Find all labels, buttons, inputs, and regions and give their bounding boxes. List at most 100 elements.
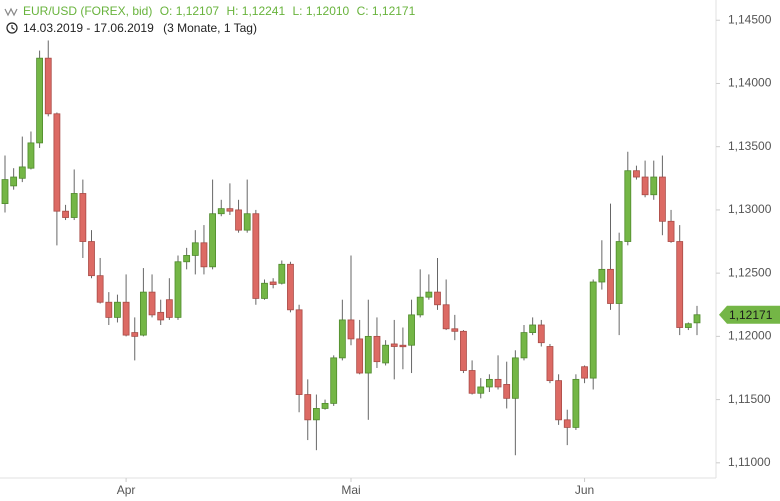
last-price-label: 1,12171 <box>729 308 773 322</box>
candle-body <box>53 113 61 212</box>
candle-body <box>304 394 312 421</box>
candle-body <box>330 357 338 404</box>
candle-body <box>269 281 277 285</box>
x-tick-label: Jun <box>575 483 594 497</box>
candle-body <box>598 268 606 283</box>
candle-body <box>425 291 433 298</box>
clock-hands <box>11 25 15 30</box>
candle-body <box>676 241 684 328</box>
candle-body <box>287 263 294 311</box>
candle-body <box>356 338 364 374</box>
candle-body <box>537 324 545 344</box>
candle-body <box>139 291 147 336</box>
candle-body <box>607 268 614 304</box>
candle-body <box>468 370 476 394</box>
candle-body <box>114 301 121 318</box>
candle-body <box>460 330 467 371</box>
candle-body <box>494 378 502 388</box>
ohlc-label: O: 1,12107 <box>160 4 220 18</box>
candle-body <box>243 213 251 231</box>
y-tick-label: 1,14500 <box>728 12 772 26</box>
candle-body <box>252 213 260 299</box>
candle-body <box>10 176 18 187</box>
candle-body <box>79 193 87 242</box>
candle-body <box>217 208 225 215</box>
candle-body <box>338 319 346 359</box>
candle-body <box>650 176 658 196</box>
candle-body <box>503 384 511 399</box>
candle-body <box>659 176 666 222</box>
candle-body <box>693 314 701 324</box>
x-tick-label: Mai <box>341 483 360 497</box>
candle-body <box>321 402 329 409</box>
candle-body <box>131 332 139 337</box>
last-price-tag <box>719 305 780 324</box>
candle-body <box>165 299 173 318</box>
candle-body <box>27 142 35 169</box>
candle-body <box>364 335 372 374</box>
candle-body <box>572 378 580 428</box>
y-tick-label: 1,12500 <box>728 265 772 279</box>
y-tick-label: 1,13000 <box>728 202 772 216</box>
candle-body <box>624 170 632 242</box>
period: (3 Monate, 1 Tag) <box>163 21 257 35</box>
candle-body <box>183 255 191 263</box>
candle-body <box>529 324 537 333</box>
header: EUR/USD (FOREX, bid) O: 1,12107 H: 1,122… <box>23 4 416 18</box>
candle-body <box>563 419 571 428</box>
candle-body <box>96 275 104 303</box>
candle-body <box>347 319 355 340</box>
y-tick-label: 1,12000 <box>728 329 772 343</box>
candle-body <box>70 193 78 218</box>
candle-body <box>105 301 113 318</box>
candle-body <box>546 346 554 382</box>
candle-body <box>235 209 242 231</box>
candle-body <box>511 357 519 399</box>
candle-body <box>1 179 9 204</box>
candle-body <box>278 263 286 284</box>
candle-body <box>408 314 415 346</box>
y-tick-label: 1,11000 <box>728 455 771 469</box>
candle-body <box>44 57 52 115</box>
y-tick-label: 1,13500 <box>728 139 772 153</box>
candle-body <box>615 241 623 304</box>
candle-body <box>122 301 130 336</box>
x-tick-label: Apr <box>117 483 136 497</box>
candle-body <box>200 242 208 268</box>
candle-body <box>416 296 424 316</box>
candle-body <box>434 291 441 306</box>
candle-body <box>520 332 528 359</box>
candle-body <box>209 213 217 268</box>
date-info: 14.03.2019 - 17.06.2019 (3 Monate, 1 Tag… <box>23 21 257 35</box>
candle-body <box>485 378 493 388</box>
candle-body <box>261 282 268 299</box>
candle-body <box>390 343 398 347</box>
ohlc-label: L: 1,12010 <box>293 4 350 18</box>
candle-body <box>312 408 320 421</box>
candle-body <box>667 220 675 242</box>
ohlc-label: C: 1,12171 <box>357 4 416 18</box>
ohlc-label: H: 1,12241 <box>226 4 285 18</box>
candle-body <box>62 210 69 218</box>
candle-body <box>88 241 95 277</box>
candle-body <box>36 57 43 144</box>
candle-body <box>633 170 640 178</box>
candle-body <box>174 261 182 318</box>
candle-body <box>451 328 459 332</box>
candle-body <box>442 304 450 330</box>
candle-body <box>157 311 165 321</box>
chart-title: EUR/USD (FOREX, bid) <box>23 4 152 18</box>
candle-body <box>589 281 597 379</box>
candle-body <box>399 344 407 348</box>
chart-icon <box>4 7 18 17</box>
candle-body <box>373 335 381 363</box>
candle-body <box>382 344 390 364</box>
y-tick-label: 1,11500 <box>728 392 771 406</box>
candle-body <box>641 176 649 196</box>
y-tick-label: 1,14000 <box>728 76 772 90</box>
candle-body <box>191 242 199 256</box>
clock-icon <box>6 22 18 34</box>
candle-body <box>684 323 692 328</box>
